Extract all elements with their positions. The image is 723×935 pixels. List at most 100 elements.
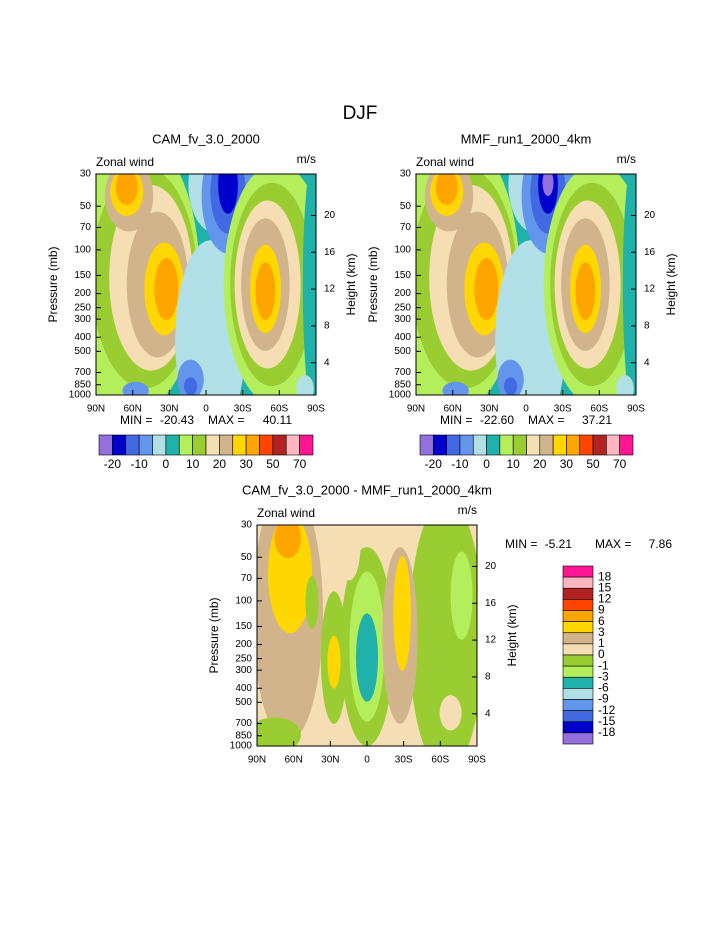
y-tick-label: 70 — [400, 222, 412, 233]
y-tick-label: 50 — [80, 201, 92, 212]
y-tick-label: 30 — [80, 169, 92, 180]
colorbar-box — [259, 434, 274, 456]
contour-region — [218, 174, 238, 214]
contour-region — [474, 257, 499, 320]
colorbar-label: -9 — [598, 692, 609, 706]
contour-region — [154, 257, 179, 320]
y-axis-label: Pressure (mb) — [366, 246, 380, 322]
y2-tick-label: 20 — [644, 210, 656, 221]
colorbar-box — [112, 434, 127, 456]
x-tick-label: 30N — [321, 755, 339, 766]
x-tick-label: 60S — [270, 404, 288, 415]
contour-region — [442, 381, 469, 395]
y-tick-label: 500 — [394, 346, 411, 357]
colorbar-box — [178, 434, 193, 456]
y-tick-label: 150 — [394, 270, 411, 281]
y-tick-label: 70 — [80, 222, 92, 233]
x-tick-label: 60N — [443, 404, 461, 415]
colorbar-label: -12 — [598, 703, 616, 717]
colorbar-label: 10 — [186, 457, 200, 471]
colorbar-label: 50 — [266, 457, 280, 471]
max-value: 7.86 — [649, 537, 673, 551]
colorbar-label: -10 — [451, 457, 469, 471]
colorbar-box — [192, 434, 207, 456]
y-tick-label: 850 — [74, 379, 91, 390]
contour-region — [622, 174, 636, 395]
colorbar-label: 30 — [239, 457, 253, 471]
y-axis-label: Pressure (mb) — [207, 597, 221, 673]
colorbar-box — [219, 434, 234, 456]
y-tick-label: 300 — [394, 314, 411, 325]
contour-region — [338, 525, 361, 581]
panel-title: CAM_fv_3.0_2000 — [152, 131, 260, 146]
colorbar-box — [539, 434, 554, 456]
y2-tick-label: 12 — [485, 635, 497, 646]
colorbar-label: 18 — [598, 569, 612, 583]
min-label: MIN = — [505, 537, 537, 551]
y-tick-label: 700 — [394, 367, 411, 378]
colorbar-box — [205, 434, 220, 456]
units-label: m/s — [297, 152, 316, 166]
colorbar-label: 0 — [163, 457, 170, 471]
colorbar-box — [272, 434, 287, 456]
colorbar-box — [459, 434, 474, 456]
colorbar-box — [526, 434, 541, 456]
colorbar-box — [619, 434, 634, 456]
colorbar-box — [245, 434, 260, 456]
contour-region — [255, 262, 276, 320]
colorbar-box — [562, 688, 594, 700]
y-tick-label: 500 — [74, 346, 91, 357]
min-value: -5.21 — [545, 537, 573, 551]
contour-region — [393, 555, 412, 671]
colorbar-box — [433, 434, 447, 456]
colorbar-box — [512, 434, 527, 456]
contour-region — [296, 375, 314, 395]
y-tick-label: 300 — [74, 314, 91, 325]
colorbar-box — [592, 434, 607, 456]
y-tick-label: 70 — [241, 573, 253, 584]
y-tick-label: 250 — [74, 302, 91, 313]
y-tick-label: 1000 — [230, 741, 253, 752]
y2-tick-label: 8 — [324, 321, 330, 332]
colorbar-label: 12 — [598, 592, 612, 606]
x-tick-label: 60S — [590, 404, 608, 415]
x-tick-label: 60N — [123, 404, 141, 415]
y2-tick-label: 16 — [644, 247, 656, 258]
contour-fill — [257, 525, 477, 746]
colorbar-label: -3 — [598, 669, 609, 683]
colorbar-box — [562, 665, 594, 678]
contour-region — [305, 575, 319, 629]
colorbar-box — [562, 676, 594, 689]
y2-tick-label: 12 — [324, 284, 336, 295]
y-tick-label: 100 — [235, 596, 252, 607]
x-tick-label: 90N — [248, 755, 266, 766]
colorbar-label: 0 — [598, 647, 605, 661]
colorbar-label: 3 — [598, 625, 605, 639]
y-tick-label: 700 — [235, 718, 252, 729]
y2-tick-label: 16 — [324, 247, 336, 258]
colorbar-box — [562, 710, 594, 723]
x-tick-label: 30S — [234, 404, 252, 415]
colorbar-box — [562, 599, 594, 611]
contour-region — [504, 377, 518, 395]
colorbar-box — [562, 610, 594, 622]
x-tick-label: 30S — [395, 755, 413, 766]
y-tick-label: 400 — [235, 683, 252, 694]
colorbar-box — [562, 654, 594, 667]
colorbar-label: -10 — [130, 457, 148, 471]
colorbar-box — [579, 434, 594, 456]
x-tick-label: 90S — [307, 404, 325, 415]
colorbar-label: 30 — [560, 457, 574, 471]
y2-tick-label: 20 — [324, 210, 336, 221]
contour-region — [439, 695, 462, 731]
y-tick-label: 30 — [241, 520, 253, 531]
y-tick-label: 200 — [74, 288, 91, 299]
y-tick-label: 50 — [241, 552, 253, 563]
colorbar-box — [552, 434, 567, 456]
colorbar-box — [562, 699, 594, 711]
contour-region — [616, 375, 634, 395]
y-tick-label: 50 — [400, 201, 412, 212]
panel-title: MMF_run1_2000_4km — [461, 131, 592, 146]
colorbar-box — [285, 434, 300, 456]
